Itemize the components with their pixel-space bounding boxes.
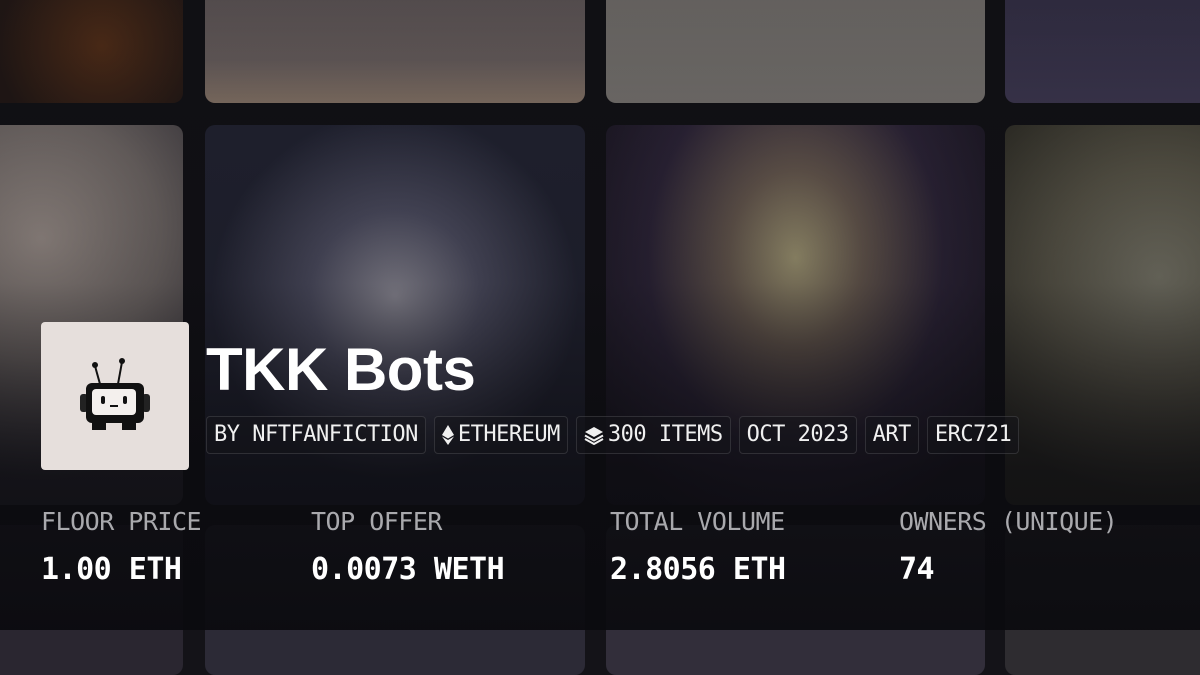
stat-label: FLOOR PRICE <box>41 507 202 536</box>
ethereum-icon <box>441 425 454 445</box>
robot-icon <box>80 358 150 430</box>
tag-items: 300 ITEMS <box>575 416 731 454</box>
stat-value: 0.0073 WETH <box>311 552 505 587</box>
stat-value: 1.00 ETH <box>41 552 182 587</box>
tag-standard: ERC721 <box>926 416 1020 454</box>
stat-owners: OWNERS (UNIQUE) 74 <box>899 506 1118 588</box>
stat-top-offer: TOP OFFER 0.0073 WETH <box>311 506 505 588</box>
tag-creator[interactable]: BY NFTFANFICTION <box>206 416 426 454</box>
stat-label: TOP OFFER <box>311 507 442 536</box>
layers-icon <box>584 427 604 445</box>
stat-floor-price: FLOOR PRICE 1.00 ETH <box>41 506 202 588</box>
stat-label: OWNERS (UNIQUE) <box>899 507 1118 536</box>
tag-date: OCT 2023 <box>738 416 857 454</box>
stat-label: TOTAL VOLUME <box>610 507 785 536</box>
collection-title: TKK Bots <box>206 336 476 403</box>
stat-value: 2.8056 ETH <box>610 552 786 587</box>
tag-label: 300 ITEMS <box>607 422 723 447</box>
tag-category: ART <box>864 416 919 454</box>
tag-label: OCT 2023 <box>746 422 849 447</box>
collection-logo <box>41 322 189 470</box>
tag-label: ERC721 <box>934 422 1012 447</box>
stat-value: 74 <box>899 552 935 587</box>
tag-label: ETHEREUM <box>457 422 560 447</box>
stat-total-volume: TOTAL VOLUME 2.8056 ETH <box>610 506 786 588</box>
tag-chain: ETHEREUM <box>433 416 568 454</box>
tag-label: ART <box>872 422 912 447</box>
tag-label: BY NFTFANFICTION <box>214 422 418 447</box>
collection-tags: BY NFTFANFICTION ETHEREUM 300 ITEMS OCT … <box>206 416 1020 454</box>
